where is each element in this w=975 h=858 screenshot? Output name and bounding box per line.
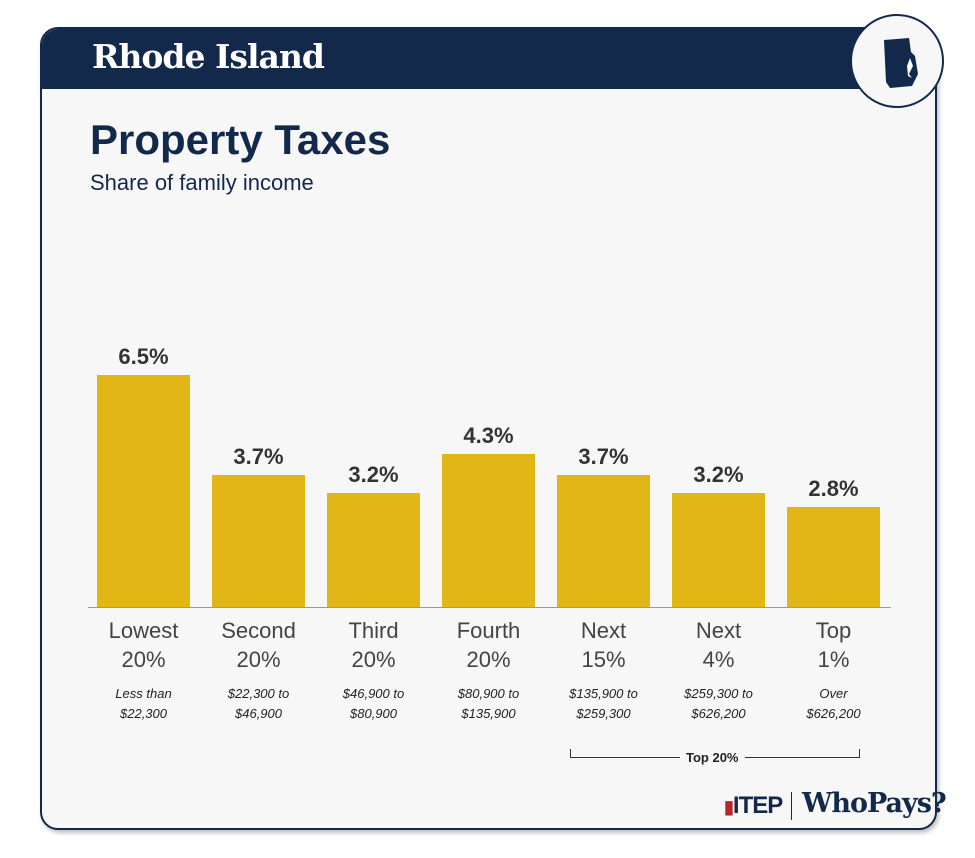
data-label: 3.2% [348,461,399,487]
category-label-line: 20% [121,647,166,672]
category-label-line: 20% [351,647,396,672]
data-label: 2.8% [808,476,859,502]
bar-chart-icon: ▮ [724,797,734,817]
income-range-line: $135,900 [461,706,516,721]
logo-divider [791,792,792,820]
category-label-line: Fourth [456,618,521,643]
income-range: Less than $22,300 [86,684,201,724]
data-label: 3.7% [233,443,284,469]
whopays-logo: WhoPays? [802,788,947,819]
bar [97,375,190,607]
income-range-line: $80,900 to [457,686,520,701]
data-label: 6.5% [118,344,169,369]
income-range: $135,900 to $259,300 [546,684,661,724]
bar [212,474,305,607]
category-label: Next 15% [546,616,661,674]
income-range: Over $626,200 [776,684,891,724]
x-axis-line [88,607,891,608]
category-label-line: Next [580,618,627,643]
category-label-line: Lowest [108,618,179,643]
income-range-line: $259,300 to [684,686,753,701]
category-label-line: 20% [466,647,511,672]
income-range-line: $259,300 [576,706,631,721]
data-label: 3.7% [578,443,629,469]
bar [557,474,650,607]
income-range-line: $80,900 [350,706,397,721]
category-label: Second 20% [201,616,316,674]
category-label-line: Top [815,618,852,643]
header-bar: Rhode Island [42,29,935,89]
category-label-line: 4% [702,647,735,672]
itep-logo: ▮ITEP [724,792,783,819]
category-label: Lowest 20% [86,616,201,674]
bar [327,492,420,607]
chart-subtitle: Share of family income [90,170,314,195]
income-range-line: $22,300 [120,706,167,721]
chart-title: Property Taxes [90,116,391,163]
income-range-line: $135,900 to [569,686,638,701]
category-label: Fourth 20% [431,616,546,674]
category-label-line: Second [221,618,296,643]
state-name: Rhode Island [92,37,325,76]
income-range-line: $626,200 [691,706,746,721]
income-range: $22,300 to $46,900 [201,684,316,724]
top20-label: Top 20% [680,750,745,765]
income-range-line: $46,900 [235,706,282,721]
bar [672,492,765,607]
bar [787,507,880,607]
income-range: $46,900 to $80,900 [316,684,431,724]
category-label: Next 4% [661,616,776,674]
category-label-line: Next [695,618,742,643]
category-label-line: 20% [236,647,281,672]
rhode-island-map-icon [884,38,918,88]
income-range: $259,300 to $626,200 [661,684,776,724]
category-label-line: Third [348,618,399,643]
category-label: Top 1% [776,616,891,674]
income-range-line: Over [819,686,848,701]
data-label: 3.2% [693,461,744,487]
bar [442,453,535,607]
income-range-line: Less than [115,686,172,701]
category-label-line: 15% [581,647,626,672]
state-map-badge [850,14,944,108]
income-range-line: $46,900 to [342,686,405,701]
category-label: Third 20% [316,616,431,674]
income-range-line: $626,200 [806,706,861,721]
data-label: 4.3% [463,422,514,448]
category-label-line: 1% [817,647,850,672]
income-range-line: $22,300 to [227,686,290,701]
income-range: $80,900 to $135,900 [431,684,546,724]
